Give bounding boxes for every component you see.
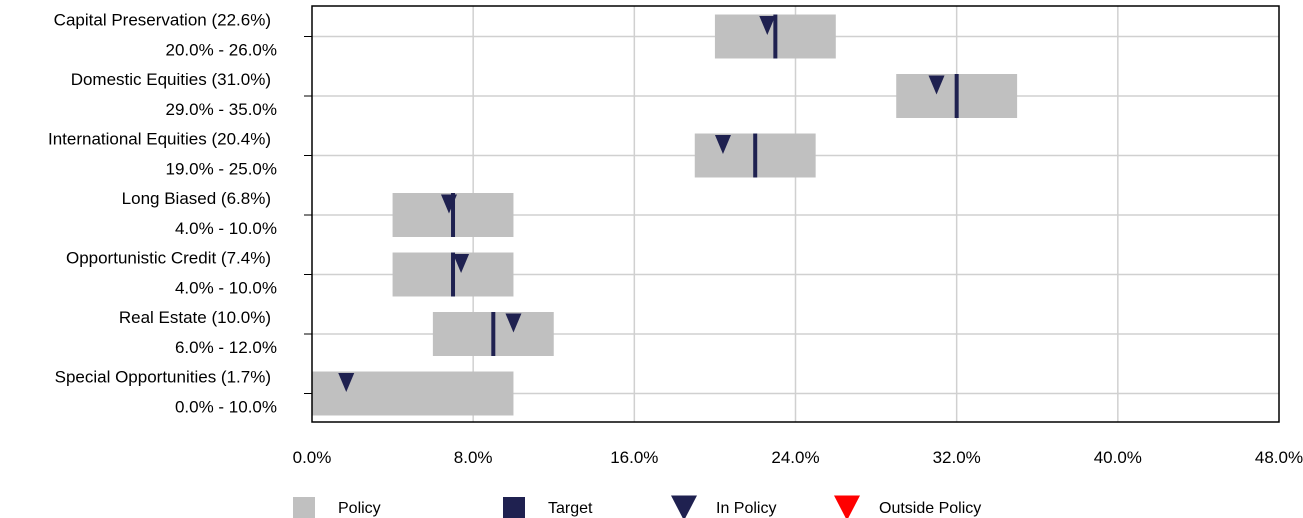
policy-range-label: 20.0% - 26.0% bbox=[165, 41, 277, 60]
policy-range-label: 0.0% - 10.0% bbox=[175, 398, 277, 417]
category-label: Special Opportunities (1.7%) bbox=[55, 368, 271, 387]
actual-allocation-marker bbox=[928, 75, 945, 95]
legend-swatch-target bbox=[503, 497, 525, 518]
policy-range-label: 4.0% - 10.0% bbox=[175, 219, 277, 238]
x-tick-label: 16.0% bbox=[610, 448, 658, 467]
policy-range-label: 29.0% - 35.0% bbox=[165, 100, 277, 119]
category-label: International Equities (20.4%) bbox=[48, 130, 271, 149]
target-marker bbox=[451, 193, 456, 237]
legend-swatch-in_policy bbox=[671, 495, 697, 518]
x-tick-label: 48.0% bbox=[1255, 448, 1303, 467]
y-axis-ticks bbox=[304, 36, 312, 394]
legend-label-policy: Policy bbox=[338, 500, 381, 517]
actual-allocation-marker bbox=[714, 135, 731, 154]
target-marker bbox=[954, 74, 959, 118]
actual-allocation-marker bbox=[338, 373, 355, 392]
category-label: Domestic Equities (31.0%) bbox=[71, 70, 271, 89]
policy-range-label: 4.0% - 10.0% bbox=[175, 279, 277, 298]
policy-range-label: 19.0% - 25.0% bbox=[165, 160, 277, 179]
target-marker bbox=[753, 133, 758, 178]
legend-label-outside_policy: Outside Policy bbox=[879, 500, 981, 517]
actual-allocation-marker bbox=[453, 254, 470, 273]
legend-swatch-outside_policy bbox=[834, 495, 860, 518]
x-tick-label: 8.0% bbox=[454, 448, 493, 467]
legend-swatch-policy bbox=[293, 497, 315, 518]
policy-range-label: 6.0% - 12.0% bbox=[175, 338, 277, 357]
actual-allocation-marker bbox=[505, 313, 522, 333]
category-labels: Capital Preservation (22.6%) 20.0% - 26.0… bbox=[48, 11, 277, 417]
legend-label-in_policy: In Policy bbox=[716, 500, 776, 517]
actual-allocation-marker bbox=[759, 16, 776, 35]
category-label: Opportunistic Credit (7.4%) bbox=[66, 249, 271, 268]
plot-border bbox=[311, 5, 1280, 423]
category-label: Long Biased (6.8%) bbox=[122, 189, 271, 208]
target-marker bbox=[491, 312, 496, 356]
x-tick-label: 40.0% bbox=[1094, 448, 1142, 467]
x-tick-label: 0.0% bbox=[293, 448, 332, 467]
x-tick-label: 24.0% bbox=[771, 448, 819, 467]
legend: Policy Target In Policy Outside Policy bbox=[293, 495, 981, 518]
x-tick-label: 32.0% bbox=[933, 448, 981, 467]
legend-label-target: Target bbox=[548, 500, 593, 517]
target-marker bbox=[451, 252, 456, 297]
actual-markers bbox=[338, 16, 945, 392]
category-label: Capital Preservation (22.6%) bbox=[54, 11, 271, 30]
actual-allocation-marker bbox=[440, 194, 457, 214]
target-marker bbox=[773, 14, 778, 59]
category-label: Real Estate (10.0%) bbox=[119, 308, 271, 327]
target-markers bbox=[451, 14, 959, 356]
x-axis-tick-labels: 0.0% 8.0% 16.0% 24.0% 32.0% 40.0% 48.0% bbox=[293, 448, 1303, 467]
